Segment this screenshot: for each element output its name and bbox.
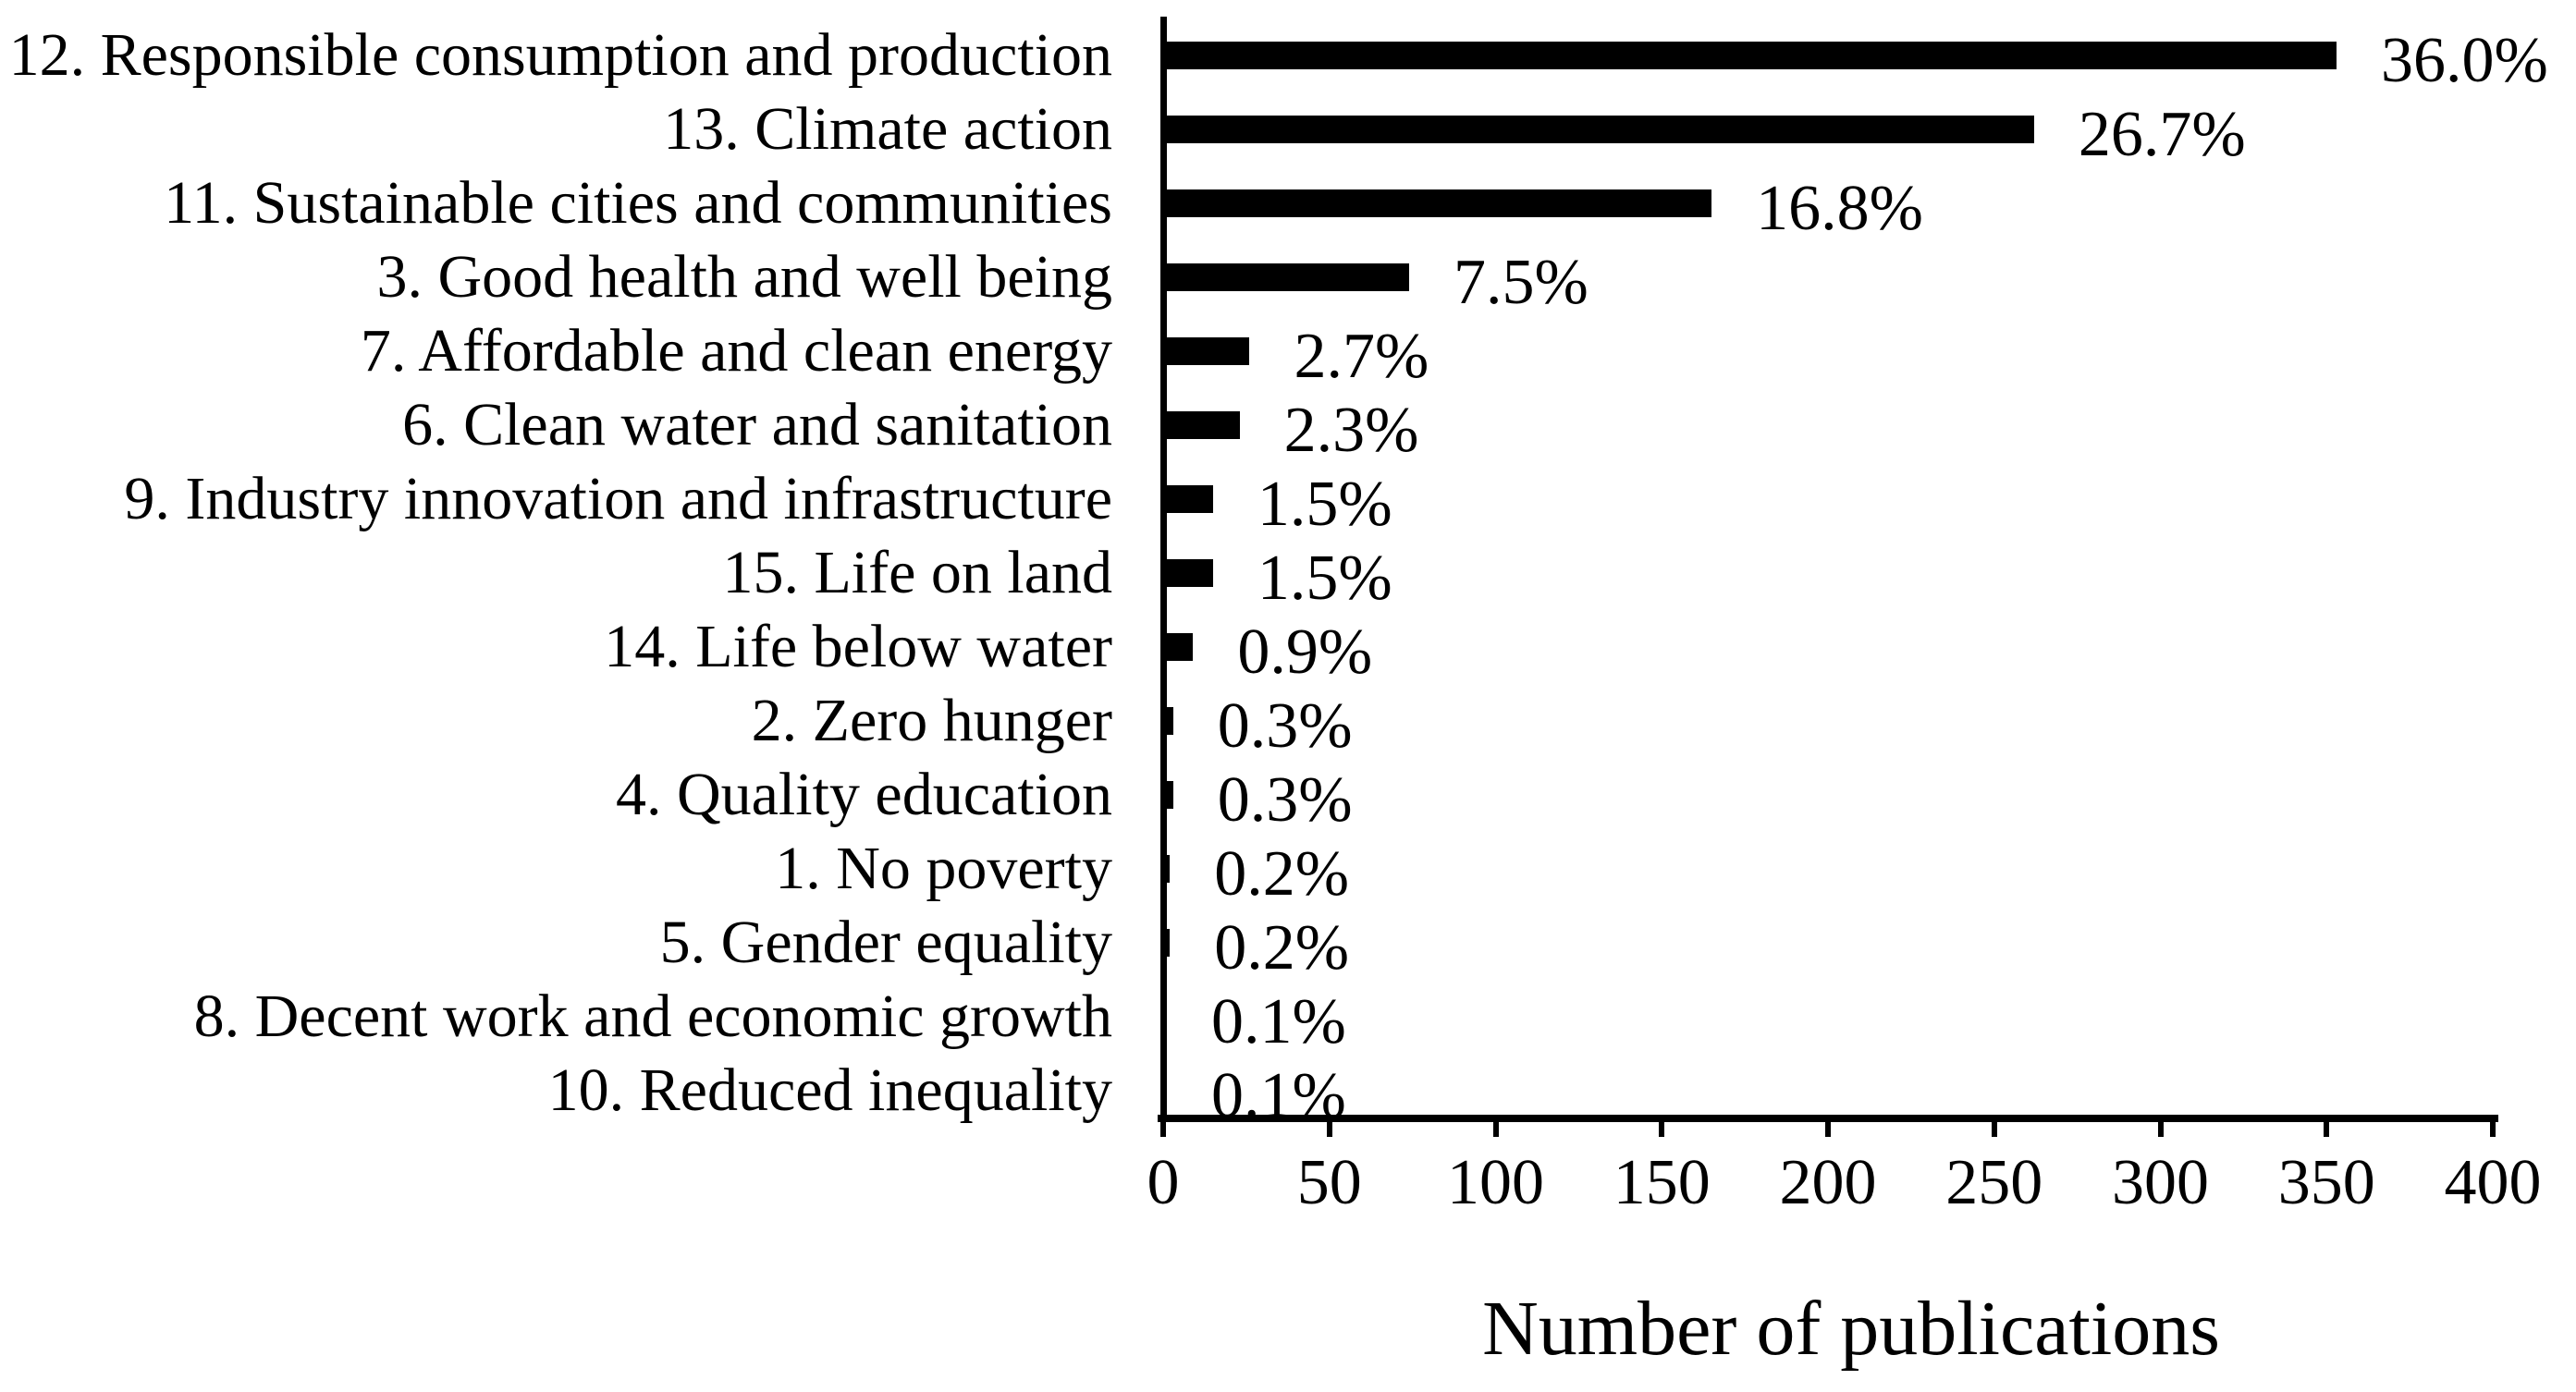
percent-label: 2.7%: [1294, 320, 1429, 392]
percent-label: 1.5%: [1257, 542, 1392, 614]
category-label: 10. Reduced inequality: [547, 1056, 1112, 1124]
x-tick: [2324, 1115, 2330, 1137]
bar: [1163, 632, 1194, 661]
category-label: 7. Affordable and clean energy: [360, 316, 1112, 385]
percent-label: 36.0%: [2381, 24, 2548, 96]
x-tick-label: 0: [1147, 1147, 1180, 1218]
x-tick: [1825, 1115, 1831, 1137]
percent-label: 26.7%: [2078, 98, 2246, 170]
x-tick-label: 100: [1447, 1147, 1544, 1218]
x-tick-label: 400: [2444, 1147, 2542, 1218]
percent-label: 7.5%: [1454, 246, 1589, 318]
x-axis-title: Number of publications: [1482, 1286, 2220, 1372]
x-tick-label: 350: [2277, 1147, 2375, 1218]
x-tick-label: 200: [1779, 1147, 1877, 1218]
category-label: 5. Gender equality: [659, 908, 1112, 976]
x-tick: [2157, 1115, 2164, 1137]
percent-label: 2.3%: [1283, 394, 1419, 466]
bar: [1163, 558, 1213, 587]
category-label: 6. Clean water and sanitation: [402, 390, 1112, 458]
x-tick-label: 150: [1613, 1147, 1711, 1218]
bar: [1163, 41, 2337, 69]
percent-label: 16.8%: [1756, 172, 1923, 244]
percent-label: 0.3%: [1217, 690, 1353, 762]
x-tick-label: 250: [1945, 1147, 2043, 1218]
category-label: 3. Good health and well being: [376, 242, 1112, 311]
x-tick: [1492, 1115, 1499, 1137]
bar: [1163, 115, 2034, 143]
x-tick: [1991, 1115, 1997, 1137]
x-tick: [1326, 1115, 1332, 1137]
percent-label: 0.3%: [1217, 763, 1353, 836]
category-label: 11. Sustainable cities and communities: [164, 168, 1112, 237]
category-label: 12. Responsible consumption and producti…: [8, 20, 1112, 89]
percent-label: 0.2%: [1214, 837, 1349, 910]
bar: [1163, 336, 1250, 365]
bar: [1163, 263, 1410, 291]
percent-label: 0.2%: [1214, 911, 1349, 983]
category-label: 14. Life below water: [604, 612, 1112, 680]
category-label: 1. No poverty: [775, 834, 1112, 902]
x-tick-label: 50: [1296, 1147, 1362, 1218]
y-axis-line: [1160, 17, 1167, 1122]
percent-label: 0.1%: [1211, 985, 1346, 1057]
bar: [1163, 484, 1213, 513]
x-tick-label: 300: [2112, 1147, 2209, 1218]
x-tick: [1160, 1115, 1166, 1137]
x-tick: [2490, 1115, 2496, 1137]
category-label: 8. Decent work and economic growth: [193, 982, 1112, 1050]
bar: [1163, 189, 1712, 217]
category-label: 9. Industry innovation and infrastructur…: [124, 464, 1112, 532]
category-label: 2. Zero hunger: [751, 686, 1112, 754]
category-label: 13. Climate action: [663, 94, 1112, 163]
bar: [1163, 706, 1173, 735]
category-label: 4. Quality education: [615, 760, 1112, 828]
x-tick: [1659, 1115, 1665, 1137]
percent-label: 1.5%: [1257, 468, 1392, 540]
category-label: 15. Life on land: [722, 538, 1112, 606]
bar: [1163, 780, 1173, 809]
percent-label: 0.9%: [1237, 616, 1373, 688]
bar: [1163, 410, 1240, 439]
